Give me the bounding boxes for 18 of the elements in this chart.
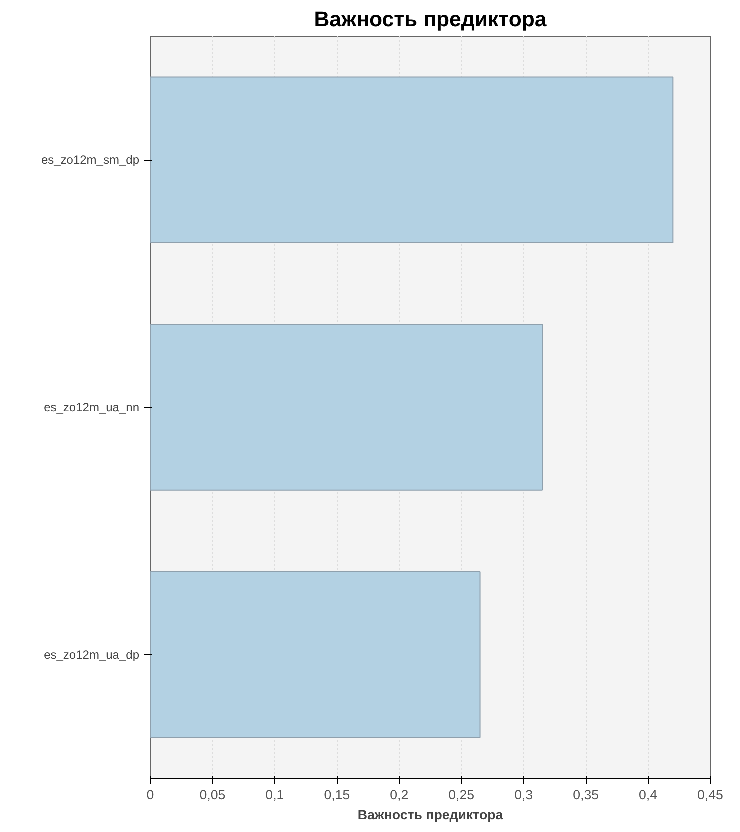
x-tick-label: 0,2 (390, 788, 409, 802)
chart-title: Важность предиктора (314, 8, 547, 32)
x-tick-label: 0,15 (324, 788, 350, 802)
x-tick-label: 0,05 (200, 788, 226, 802)
bar (150, 571, 481, 738)
x-tick-label: 0,25 (448, 788, 475, 802)
y-tick-label: es_zo12m_ua_nn (44, 400, 140, 414)
bar (150, 324, 543, 491)
x-tick-label: 0 (146, 788, 154, 802)
x-tick-label: 0,3 (514, 788, 534, 802)
y-tick-label: es_zo12m_sm_dp (41, 153, 140, 168)
x-tick-label: 0,35 (573, 788, 600, 802)
bar (150, 76, 674, 244)
y-tick-label: es_zo12m_ua_dp (44, 648, 140, 662)
x-tick-label: 0,45 (698, 788, 724, 802)
x-tick-label: 0,4 (639, 788, 658, 802)
x-tick-label: 0,1 (266, 788, 284, 802)
x-axis-title: Важность предиктора (358, 808, 504, 822)
